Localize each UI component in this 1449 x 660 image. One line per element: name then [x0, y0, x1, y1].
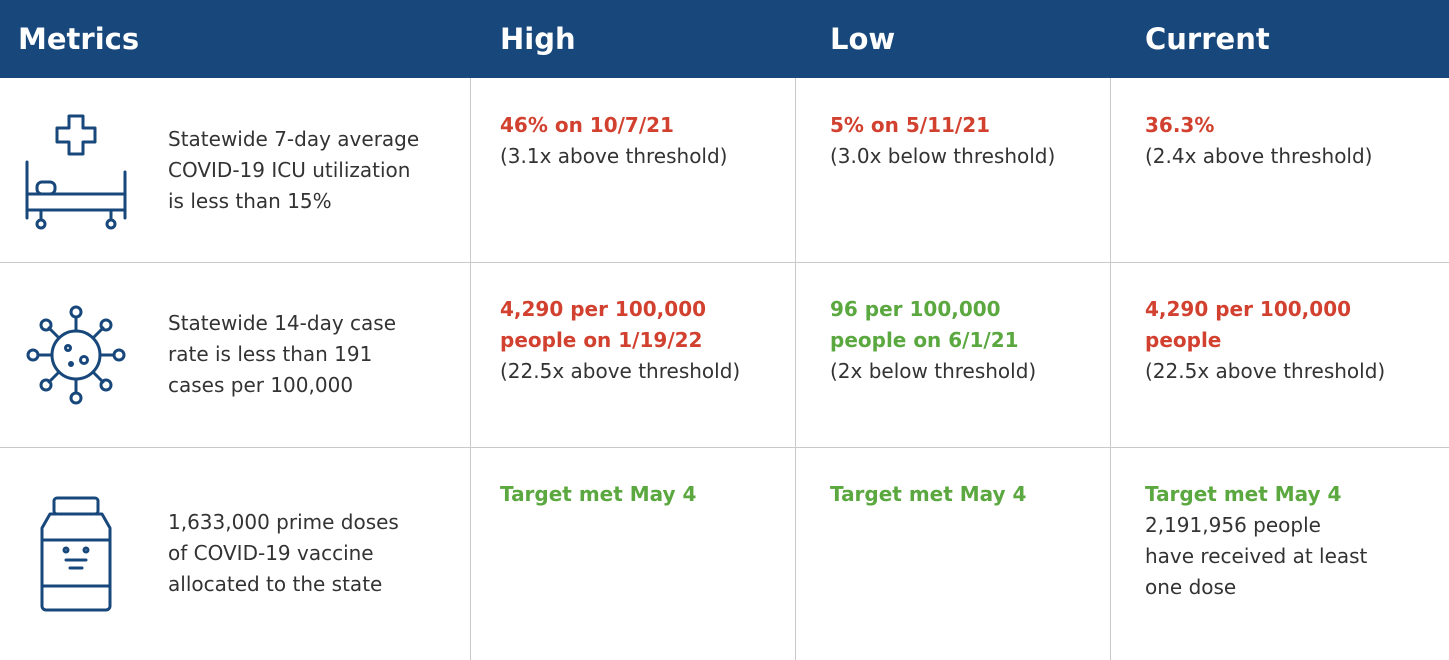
highlight-line: Target met May 4: [500, 482, 697, 506]
table-row: Statewide 7-day average COVID-19 ICU util…: [0, 78, 1449, 262]
metric-cell: Statewide 7-day average COVID-19 ICU util…: [168, 78, 463, 262]
note-line: 2,191,956 people: [1145, 513, 1321, 537]
current-cell: 36.3% (2.4x above threshold): [1145, 110, 1372, 172]
row-divider: [0, 262, 1449, 263]
table-row: 1,633,000 prime doses of COVID-19 vaccine…: [0, 447, 1449, 660]
low-cell: 5% on 5/11/21 (3.0x below threshold): [830, 110, 1055, 172]
icon-cell: [18, 78, 133, 262]
high-cell: Target met May 4: [500, 479, 696, 510]
highlight-line: 96 per 100,000: [830, 297, 1001, 321]
metric-line: Statewide 14-day case: [168, 311, 396, 335]
note-line: (2.4x above threshold): [1145, 144, 1373, 168]
virus-icon: [26, 305, 125, 404]
highlight-line: Target met May 4: [1145, 482, 1342, 506]
icon-cell: [18, 262, 133, 447]
vaccine-vial-icon: [40, 496, 111, 611]
note-line: (2x below threshold): [830, 359, 1037, 383]
header-cell: Low: [830, 22, 896, 56]
metric-line: COVID-19 ICU utilization: [168, 157, 411, 182]
highlight-line: 5% on 5/11/21: [830, 113, 991, 137]
current-cell: 4,290 per 100,000 people (22.5x above thre…: [1145, 294, 1385, 387]
metric-cell: 1,633,000 prime doses of COVID-19 vaccine…: [168, 447, 463, 660]
header-cell: Metrics: [18, 22, 140, 56]
highlight-line: people on 1/19/22: [500, 328, 703, 352]
icu-bed-icon: [25, 114, 126, 230]
metric-line: is less than 15%: [168, 188, 332, 213]
column-divider: [795, 78, 796, 660]
header-cell: Current: [1145, 22, 1270, 56]
note-line: (3.0x below threshold): [830, 144, 1056, 168]
icon-cell: [18, 447, 133, 660]
column-divider: [1110, 78, 1111, 660]
highlight-line: 46% on 10/7/21: [500, 113, 674, 137]
low-cell: 96 per 100,000 people on 6/1/21 (2x below …: [830, 294, 1036, 387]
row-divider: [0, 447, 1449, 448]
current-cell: Target met May 4 2,191,956 people have rec…: [1145, 479, 1367, 603]
low-cell: Target met May 4: [830, 479, 1026, 510]
metric-line: Statewide 7-day average: [168, 126, 420, 151]
highlight-line: 4,290 per 100,000: [500, 297, 707, 321]
highlight-line: people: [1145, 328, 1222, 352]
note-line: (22.5x above threshold): [500, 359, 741, 383]
note-line: have received at least: [1145, 544, 1368, 568]
highlight-line: people on 6/1/21: [830, 328, 1019, 352]
note-line: (3.1x above threshold): [500, 144, 728, 168]
metric-line: 1,633,000 prime doses: [168, 510, 399, 534]
note-line: (22.5x above threshold): [1145, 359, 1386, 383]
table-row: Statewide 14-day case rate is less than 1…: [0, 262, 1449, 447]
metric-cell: Statewide 14-day case rate is less than 1…: [168, 262, 463, 447]
highlight-line: Target met May 4: [830, 482, 1027, 506]
header-bar: [0, 0, 1449, 78]
high-cell: 46% on 10/7/21 (3.1x above threshold): [500, 110, 727, 172]
column-divider: [470, 78, 471, 660]
highlight-line: 36.3%: [1145, 113, 1215, 137]
metric-line: of COVID-19 vaccine: [168, 541, 374, 565]
header-cell: High: [500, 22, 576, 56]
metric-line: cases per 100,000: [168, 373, 354, 397]
highlight-line: 4,290 per 100,000: [1145, 297, 1352, 321]
high-cell: 4,290 per 100,000 people on 1/19/22 (22.5x…: [500, 294, 740, 387]
metric-line: allocated to the state: [168, 572, 383, 596]
metric-line: rate is less than 191: [168, 342, 373, 366]
note-line: one dose: [1145, 575, 1237, 599]
